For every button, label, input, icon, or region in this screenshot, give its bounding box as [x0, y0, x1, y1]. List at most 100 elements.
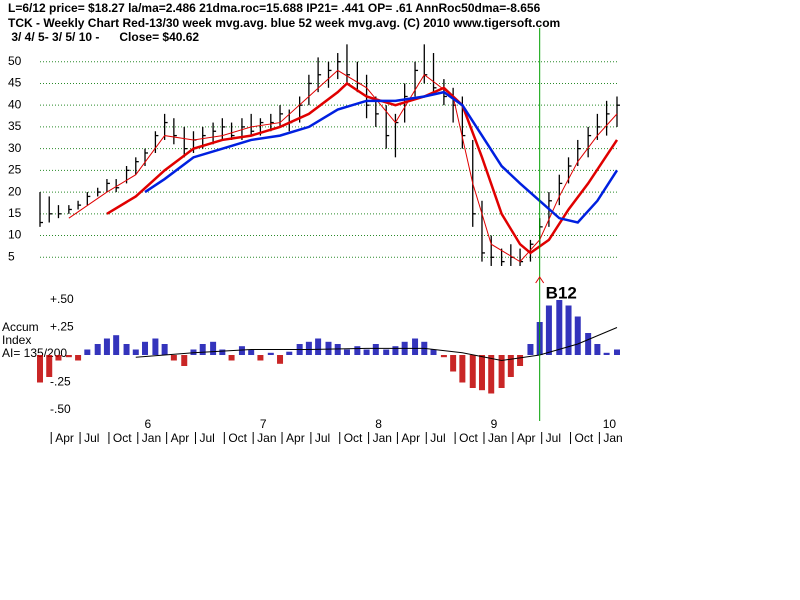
month-label: Oct — [344, 431, 363, 445]
accum-bar — [478, 355, 485, 391]
y-tick-label: -.50 — [50, 402, 71, 416]
accum-bar — [565, 305, 572, 355]
accum-bar — [450, 355, 457, 372]
accum-bar — [210, 341, 217, 355]
accum-bar — [585, 333, 592, 355]
month-label: Jan — [142, 431, 161, 445]
month-label: Apr — [517, 431, 536, 445]
accum-bar — [55, 355, 62, 361]
y-tick-label: 40 — [8, 97, 22, 111]
accum-bar — [152, 338, 159, 355]
accum-bar — [556, 300, 563, 355]
y-tick-label: +.50 — [50, 292, 74, 306]
accum-bar — [574, 316, 581, 355]
month-label: Jul — [199, 431, 214, 445]
month-label: Jan — [373, 431, 392, 445]
x-tick-label: 8 — [375, 417, 382, 431]
panel-label: Accum — [2, 320, 39, 334]
accum-bar — [65, 355, 72, 358]
accum-bar — [507, 355, 514, 377]
month-label: Jul — [315, 431, 330, 445]
accum-bar — [46, 355, 53, 377]
accum-bar — [440, 355, 447, 358]
accum-bar — [498, 355, 505, 388]
accum-bar — [354, 346, 361, 355]
accum-bar — [469, 355, 476, 388]
accum-bar — [372, 344, 379, 355]
y-tick-label: 10 — [8, 228, 22, 242]
x-tick-label: 6 — [144, 417, 151, 431]
accum-bar — [363, 349, 370, 355]
accum-bar — [161, 344, 168, 355]
accum-bar — [94, 344, 101, 355]
line-series — [106, 81, 619, 255]
header-line: TCK - Weekly Chart Red-13/30 week mvg.av… — [8, 16, 560, 30]
accum-bar — [84, 349, 91, 355]
accum-bar — [257, 355, 264, 361]
accum-bar — [527, 344, 534, 355]
month-label: Jul — [430, 431, 445, 445]
y-tick-label: 30 — [8, 141, 22, 155]
line-series — [68, 69, 618, 263]
month-label: Jan — [257, 431, 276, 445]
line-series — [135, 327, 618, 362]
accum-bar — [614, 349, 620, 355]
month-label: Apr — [55, 431, 74, 445]
month-label: Jul — [546, 431, 561, 445]
accum-bar — [594, 344, 601, 355]
accum-bar — [181, 355, 188, 366]
accum-bar — [343, 349, 350, 355]
accum-bar — [132, 349, 139, 355]
signal-arrow — [535, 276, 545, 284]
accum-bar — [238, 346, 245, 355]
y-tick-label: 15 — [8, 206, 22, 220]
y-tick-label: 20 — [8, 184, 22, 198]
month-label: Jul — [84, 431, 99, 445]
month-label: Jan — [488, 431, 507, 445]
panel-label: Index — [2, 333, 31, 347]
accum-bar — [459, 355, 466, 383]
accum-bar — [113, 335, 120, 355]
accum-bar — [219, 349, 226, 355]
accum-bar — [517, 355, 524, 366]
accum-bar — [412, 338, 419, 355]
annotation: B12 — [546, 283, 577, 302]
y-tick-label: 35 — [8, 119, 22, 133]
accum-bar — [190, 349, 197, 355]
accum-bar — [199, 344, 206, 355]
accum-bar — [334, 344, 341, 355]
month-label: Apr — [171, 431, 190, 445]
month-label: Apr — [286, 431, 305, 445]
y-tick-label: 45 — [8, 76, 22, 90]
month-label: Oct — [575, 431, 594, 445]
accum-bar — [392, 346, 399, 355]
accum-bar — [545, 305, 552, 355]
accum-bar — [75, 355, 82, 361]
month-label: Oct — [228, 431, 247, 445]
accum-bar — [228, 355, 235, 361]
accum-bar — [315, 338, 322, 355]
y-tick-label: +.25 — [50, 320, 74, 334]
y-tick-label: -.25 — [50, 375, 71, 389]
accum-bar — [383, 349, 390, 355]
month-label: Jan — [603, 431, 622, 445]
header-line: 3/ 4/ 5- 3/ 5/ 10 - Close= $40.62 — [8, 30, 199, 44]
x-tick-label: 7 — [260, 417, 267, 431]
month-label: Oct — [113, 431, 132, 445]
accum-bar — [430, 349, 437, 355]
header-line: L=6/12 price= $18.27 la/ma=2.486 21dma.r… — [8, 1, 541, 15]
accum-bar — [305, 341, 312, 355]
month-label: Oct — [459, 431, 478, 445]
month-label: Apr — [401, 431, 420, 445]
y-tick-label: 50 — [8, 54, 22, 68]
accum-bar — [325, 341, 332, 355]
y-tick-label: 25 — [8, 163, 22, 177]
accum-bar — [267, 352, 274, 355]
accum-bar — [37, 355, 43, 383]
accum-bar — [123, 344, 130, 355]
accum-bar — [286, 351, 293, 355]
accum-bar — [170, 355, 177, 361]
x-tick-label: 9 — [491, 417, 498, 431]
